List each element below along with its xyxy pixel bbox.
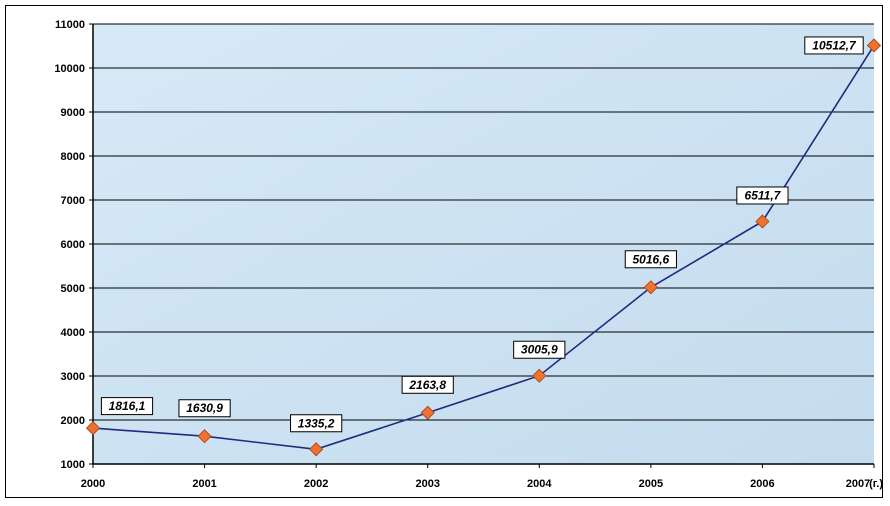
axes	[89, 23, 875, 468]
data-label-text: 1630,9	[186, 401, 223, 415]
y-tick-label: 2000	[61, 415, 85, 427]
y-axis-tick-labels: 1000 2000 3000 4000 5000 6000 7000 8000 9000 1000…	[54, 19, 85, 471]
y-tick-label: 10000	[54, 63, 85, 75]
data-label-box	[178, 399, 231, 418]
data-label-box	[736, 186, 789, 205]
data-point-marker	[866, 38, 882, 53]
data-label: 5016,6	[624, 250, 677, 269]
x-tick-label: 2007	[846, 478, 870, 490]
series-line	[92, 44, 875, 451]
x-tick-label: 2000	[81, 478, 105, 490]
data-label-box	[513, 340, 566, 359]
data-label: 1816,1	[100, 397, 154, 416]
y-tick-label: 1000	[61, 459, 85, 471]
data-label: 3005,9	[513, 340, 566, 359]
x-axis-tick-labels: 2000 2001 2002 2003 2004 2005 2006 2007	[81, 478, 870, 490]
x-tick-label: 2002	[304, 478, 328, 490]
y-tick-label: 11000	[55, 19, 85, 31]
data-label-text: 1335,2	[298, 416, 335, 430]
data-label-text: 2163,8	[408, 378, 446, 392]
data-point-marker	[309, 442, 324, 457]
data-label-text: 1816,1	[109, 399, 146, 413]
data-point-marker	[197, 429, 212, 444]
data-label: 6511,7	[736, 186, 789, 205]
data-label: 1630,9	[178, 399, 231, 418]
data-label-box	[401, 375, 454, 394]
x-tick-label: 2001	[192, 478, 216, 490]
x-tick-label: 2004	[527, 478, 552, 490]
data-label-text: 3005,9	[521, 343, 558, 357]
y-tick-label: 5000	[61, 283, 85, 295]
data-label-box	[624, 250, 677, 269]
data-labels: 1816,1 1630,9 1335,2 2163,8 3005,9 5016,6 6511…	[100, 36, 864, 433]
y-tick-label: 6000	[61, 239, 85, 251]
data-label-box	[290, 414, 343, 433]
y-tick-label: 9000	[61, 107, 85, 119]
data-label: 10512,7	[804, 36, 864, 55]
x-tick-label: 2006	[750, 478, 774, 490]
data-label: 1335,2	[290, 414, 343, 433]
x-tick-label: 2003	[415, 478, 439, 490]
data-label-text: 6511,7	[745, 188, 782, 202]
data-point-marker	[532, 368, 547, 383]
data-label-box	[100, 397, 154, 416]
x-tick-label: 2005	[639, 478, 663, 490]
y-tick-label: 8000	[61, 151, 85, 163]
y-tick-label: 4000	[61, 327, 85, 339]
data-point-marker	[643, 280, 658, 295]
data-label: 2163,8	[401, 375, 454, 394]
data-point-marker	[420, 405, 435, 420]
data-markers	[85, 38, 882, 457]
x-axis-unit: (г.)	[869, 478, 883, 490]
data-label-text: 5016,6	[633, 252, 670, 266]
data-label-text: 10512,7	[812, 38, 857, 52]
data-label-box	[804, 36, 864, 55]
y-tick-label: 3000	[61, 371, 85, 383]
data-point-marker	[85, 421, 101, 436]
y-tick-label: 7000	[61, 195, 85, 207]
data-point-marker	[755, 214, 770, 229]
